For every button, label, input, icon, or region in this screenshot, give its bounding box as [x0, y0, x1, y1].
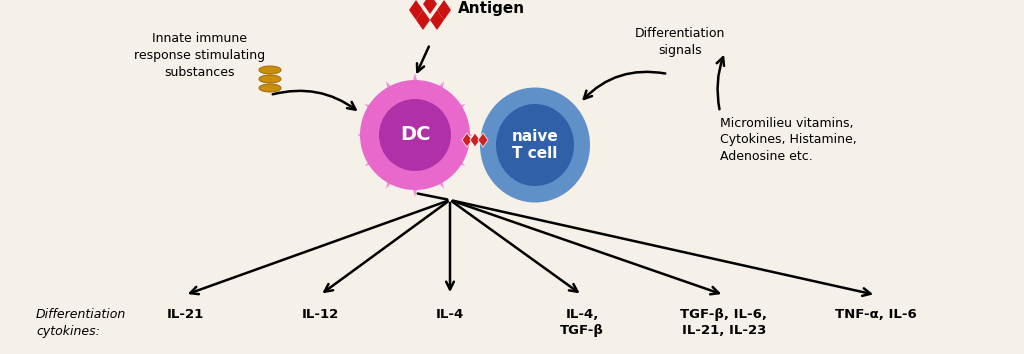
Polygon shape — [470, 133, 480, 147]
Ellipse shape — [259, 75, 281, 83]
Text: IL-21: IL-21 — [166, 308, 204, 321]
Text: TNF-α, IL-6: TNF-α, IL-6 — [836, 308, 916, 321]
Text: IL-4: IL-4 — [436, 308, 464, 321]
Text: IL-4,
TGF-β: IL-4, TGF-β — [560, 308, 604, 337]
Polygon shape — [407, 73, 424, 104]
Polygon shape — [443, 126, 473, 144]
Text: IL-12: IL-12 — [301, 308, 339, 321]
Polygon shape — [422, 157, 444, 189]
Text: DC: DC — [399, 126, 430, 144]
Text: naive
T cell: naive T cell — [512, 129, 558, 161]
Text: Antigen: Antigen — [458, 0, 525, 16]
Text: Differentiation
signals: Differentiation signals — [635, 27, 725, 57]
Polygon shape — [430, 10, 444, 30]
Text: Micromilieu vitamins,
Cytokines, Histamine,
Adenosine etc.: Micromilieu vitamins, Cytokines, Histami… — [720, 116, 857, 164]
Polygon shape — [478, 133, 488, 147]
Polygon shape — [365, 104, 394, 128]
Text: TGF-β, IL-6,
IL-21, IL-23: TGF-β, IL-6, IL-21, IL-23 — [681, 308, 768, 337]
Polygon shape — [407, 166, 424, 197]
Polygon shape — [437, 0, 451, 20]
Polygon shape — [409, 0, 423, 20]
Polygon shape — [386, 81, 409, 113]
Text: Differentiation
cytokines:: Differentiation cytokines: — [36, 308, 126, 338]
Ellipse shape — [259, 84, 281, 92]
Polygon shape — [435, 142, 465, 166]
Ellipse shape — [480, 87, 590, 202]
Ellipse shape — [496, 104, 574, 186]
Polygon shape — [422, 81, 444, 113]
Ellipse shape — [360, 80, 470, 190]
Polygon shape — [423, 0, 437, 14]
Polygon shape — [357, 126, 386, 144]
Polygon shape — [416, 10, 430, 30]
Ellipse shape — [379, 99, 451, 171]
Polygon shape — [365, 142, 394, 166]
Ellipse shape — [259, 66, 281, 74]
Polygon shape — [386, 157, 409, 189]
Polygon shape — [435, 104, 465, 128]
Text: Innate immune
response stimulating
substances: Innate immune response stimulating subst… — [134, 32, 265, 79]
Polygon shape — [462, 133, 472, 147]
